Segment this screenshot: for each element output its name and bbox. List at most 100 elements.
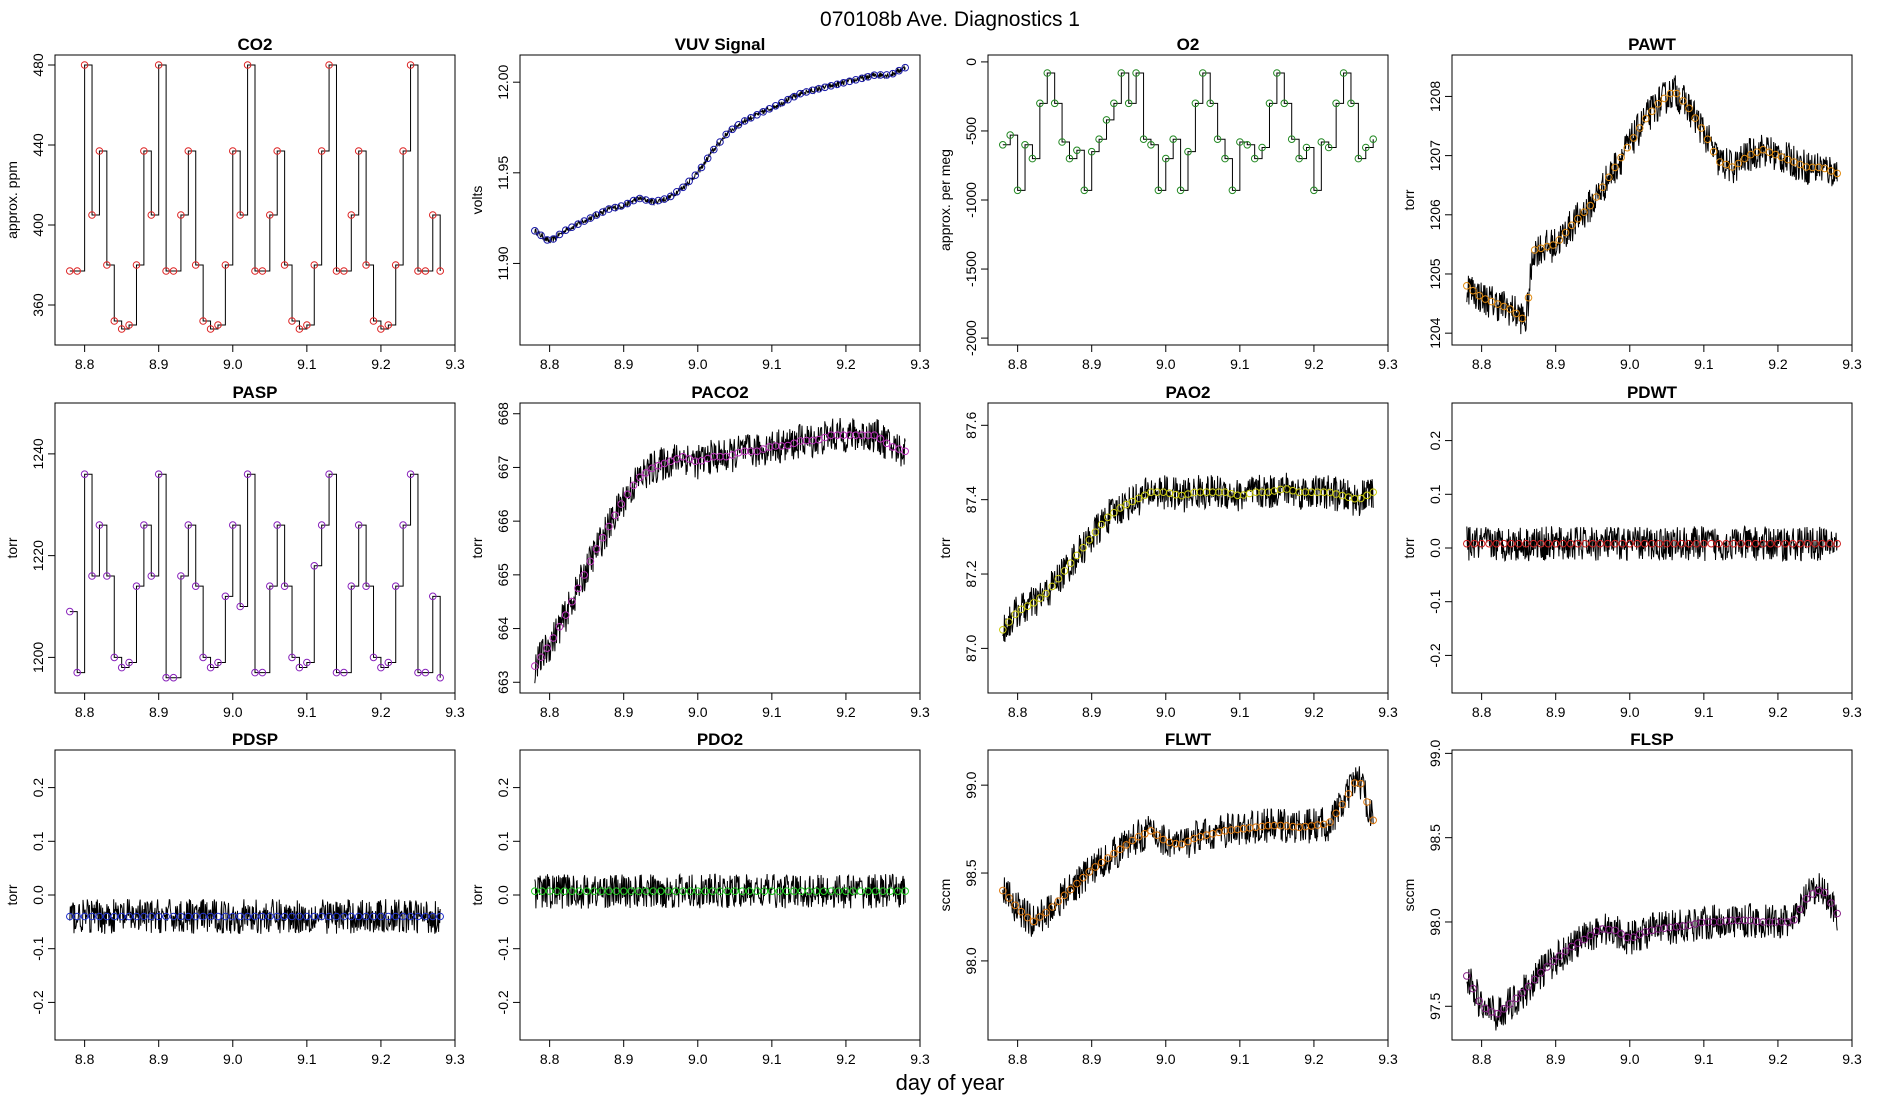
y-tick-label: 1206 (1427, 199, 1443, 230)
data-point (1128, 497, 1137, 506)
data-point (1154, 186, 1163, 195)
data-point (1066, 885, 1075, 894)
data-point (303, 658, 311, 667)
raw-trace (534, 65, 906, 244)
data-point (362, 582, 370, 591)
data-point (1691, 114, 1699, 122)
data-point (221, 912, 230, 921)
data-point (1477, 539, 1486, 548)
data-point (1833, 909, 1841, 918)
x-tick-label: 9.3 (445, 1051, 465, 1067)
data-point (347, 912, 356, 921)
data-point (656, 887, 665, 896)
panel-flsp: FLSP 8.8 8.9 9.0 9.1 9.2 9.3 97.5 98.0 98.5 99.0 sc… (1401, 730, 1862, 1067)
raw-trace (1002, 472, 1374, 643)
data-point (406, 470, 415, 479)
data-point (95, 912, 104, 921)
data-point (1654, 100, 1662, 108)
data-point (362, 261, 370, 269)
data-point (162, 267, 170, 275)
data-point (1060, 567, 1069, 575)
data-point (686, 887, 695, 896)
x-tick-label: 8.8 (540, 356, 560, 372)
data-point (154, 61, 163, 69)
data-point (1116, 504, 1124, 512)
data-point (1512, 309, 1520, 318)
data-point (1549, 241, 1557, 249)
data-point (1245, 824, 1254, 832)
data-point (1036, 594, 1044, 603)
panel-paco2: PACO2 8.8 8.9 9.0 9.1 9.2 9.3 663 664 665 666 667 66… (469, 383, 930, 720)
data-point (649, 887, 658, 896)
data-point (716, 138, 724, 146)
y-tick-label: 1208 (1427, 81, 1443, 112)
x-tick-label: 8.8 (540, 1051, 560, 1067)
data-point (1537, 539, 1545, 548)
x-tick-label: 8.8 (75, 356, 95, 372)
data-point (864, 887, 872, 896)
x-tick-label: 9.3 (1842, 356, 1862, 372)
data-point (1095, 135, 1103, 143)
data-point (73, 668, 81, 677)
data-point (1017, 605, 1026, 614)
data-point (66, 607, 74, 616)
data-point (1080, 186, 1089, 195)
data-point (775, 887, 784, 896)
data-point (325, 912, 333, 921)
data-point (1347, 99, 1355, 108)
data-point (1561, 947, 1570, 956)
panel-title: PACO2 (691, 383, 748, 402)
data-point (258, 267, 267, 275)
data-point (1703, 135, 1712, 144)
x-tick-label: 9.3 (910, 1051, 930, 1067)
data-point (1677, 539, 1686, 548)
data-point (664, 887, 672, 896)
data-point (1091, 863, 1100, 871)
data-point (1555, 952, 1564, 960)
data-point (243, 470, 252, 479)
data-point (429, 912, 437, 921)
data-point (1679, 97, 1687, 105)
data-point (132, 261, 141, 269)
y-tick-label: 0.0 (1427, 538, 1443, 558)
panel-vuv-signal: VUV Signal 8.8 8.9 9.0 9.1 9.2 9.3 11.90 11.95 12… (469, 35, 930, 372)
data-point (759, 108, 768, 116)
data-point (103, 261, 111, 269)
data-point (1574, 939, 1582, 947)
data-point (95, 147, 104, 155)
data-point (1663, 539, 1671, 548)
data-point (629, 481, 638, 490)
data-point (708, 887, 717, 896)
y-tick-label: 0.2 (30, 778, 46, 798)
data-point (1339, 69, 1348, 77)
data-point (697, 163, 706, 172)
panel-flwt: FLWT 8.8 8.9 9.0 9.1 9.2 9.3 98.0 98.5 99.0 sccm (937, 730, 1398, 1067)
data-point (384, 658, 393, 667)
data-point (685, 177, 693, 186)
y-tick-label: 1220 (30, 540, 46, 571)
y-tick-label: 668 (495, 402, 511, 426)
x-tick-label: 9.0 (223, 704, 243, 720)
x-tick-label: 9.0 (223, 1051, 243, 1067)
data-point (1507, 539, 1516, 548)
data-point (1561, 228, 1570, 237)
data-point (1512, 994, 1520, 1003)
data-point (1759, 145, 1767, 154)
panel-o2: O2 8.8 8.9 9.0 9.1 9.2 9.3 -2000 -1500 -1000 -500 0… (937, 35, 1398, 372)
data-point (258, 912, 267, 921)
x-tick-label: 9.1 (1694, 1051, 1714, 1067)
data-point (790, 887, 798, 896)
data-point (1633, 539, 1641, 548)
data-point (1073, 879, 1081, 888)
x-tick-label: 8.8 (1008, 1051, 1028, 1067)
data-point (184, 147, 193, 155)
data-point (1716, 158, 1724, 166)
data-point (819, 887, 828, 896)
data-point (399, 912, 407, 921)
x-tick-label: 9.1 (297, 704, 317, 720)
data-point (598, 533, 607, 542)
y-tick-label: 666 (495, 509, 511, 533)
data-point (1006, 131, 1015, 139)
data-point (1250, 154, 1259, 163)
x-tick-label: 9.2 (1768, 1051, 1788, 1067)
